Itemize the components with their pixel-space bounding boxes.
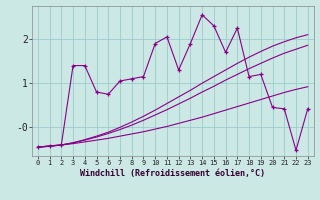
X-axis label: Windchill (Refroidissement éolien,°C): Windchill (Refroidissement éolien,°C)	[80, 169, 265, 178]
